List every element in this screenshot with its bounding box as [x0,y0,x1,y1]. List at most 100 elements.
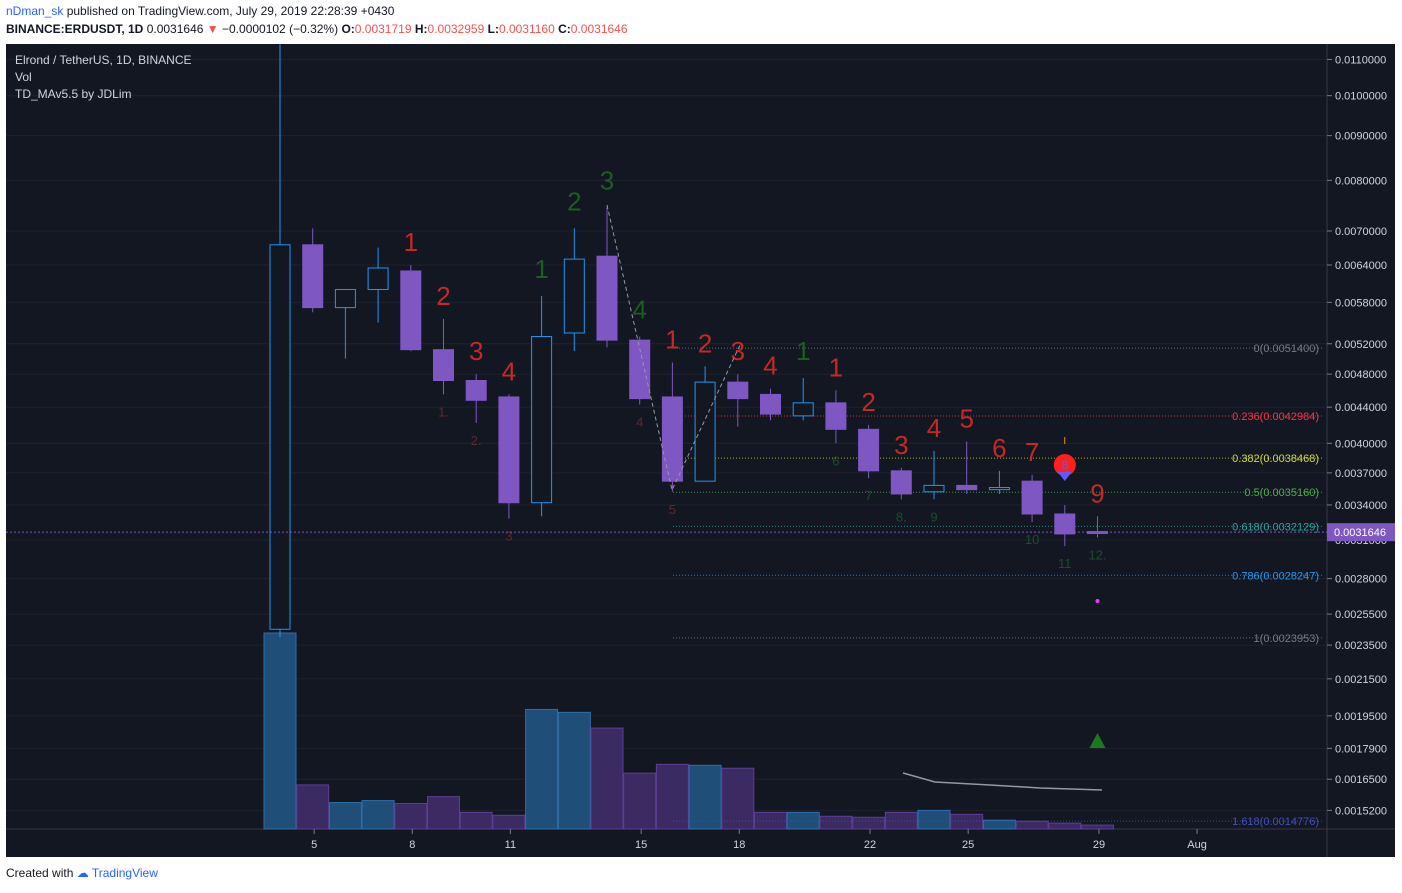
td-setup-count: 4 [636,415,643,430]
price-tick-label: 0.0021500 [1335,674,1387,686]
time-tick-label: 8 [409,839,415,851]
volume-bar [427,796,460,830]
chart-title: Elrond / TetherUS, 1D, BINANCE [15,53,192,67]
price-tick-label: 0.0044000 [1335,402,1387,414]
td-buy-count: 2 [567,186,581,216]
created-with-text: Created with [6,866,74,880]
candle-body [694,381,716,482]
publish-info: nDman_sk published on TradingView.com, J… [6,4,394,18]
volume-bar [655,763,689,830]
td-sell-count: 4 [502,356,516,386]
td-buy-count: 1 [534,254,548,284]
td-sell-count: 4 [763,351,777,381]
fib-level-label: 0.236(0.0042984) [1232,411,1319,423]
td-sell-count: 3 [731,336,745,366]
price-tick-label: 0.0052000 [1335,339,1387,351]
volume-bar [361,800,395,830]
td-buy-count: 3 [600,165,614,195]
time-tick-label: 18 [733,839,745,851]
tradingview-brand[interactable]: TradingView [91,866,158,880]
fib-level-label: 0(0.0051400) [1254,343,1319,355]
candle-body [988,487,1010,491]
high-label: H: [414,22,428,36]
td-sell-count: 2 [698,328,712,358]
author-link[interactable]: nDman_sk [6,4,64,18]
candle-body [661,396,683,482]
price-tick-label: 0.0040000 [1335,438,1387,450]
price-tick-label: 0.0023500 [1335,640,1387,652]
td-setup-count: 1. [438,404,449,419]
td-setup-count: 9 [930,509,937,524]
zigzag-line [606,204,741,492]
candle-body [400,270,422,351]
volume-bar [459,811,493,830]
candle-body [367,267,389,290]
candle-body [302,244,324,309]
price-tick-label: 0.0058000 [1335,297,1387,309]
candle-body [531,336,553,504]
candle-body [629,339,651,400]
td-sell-count: 2 [861,387,875,417]
time-tick-label: 11 [505,839,516,851]
volume-bar [623,772,657,830]
high-value: 0.0032959 [427,22,485,36]
td-setup-count: 2. [471,433,482,448]
candle-body [825,402,847,430]
volume-bar [525,708,559,830]
td-setup-count: 6 [832,453,839,468]
fib-level-label: 0.382(0.0038468) [1232,453,1319,465]
marker-label: 8 [1061,458,1068,472]
candle-body [858,428,880,472]
price-tick-label: 0.0090000 [1335,131,1387,143]
price-tick-label: 0.0015200 [1335,805,1387,817]
volume-bar [721,767,755,830]
price-tick-label: 0.0016500 [1335,774,1387,786]
symbol-label: BINANCE:ERDUSDT, 1D [6,22,144,36]
time-tick-label: 15 [635,839,647,851]
td-setup-count: 10 [1025,532,1039,547]
volume-bar [1048,822,1082,830]
volume-bar [296,784,330,830]
candle-body [563,258,585,334]
candle-body [269,244,291,630]
volume-bar [394,803,428,830]
candle-body [1021,480,1043,515]
td-sell-count: 9 [1090,478,1104,508]
price-tick-label: 0.0034000 [1335,500,1387,512]
candle-body [760,393,781,415]
candle-body [596,255,618,341]
candle-body [792,402,814,417]
td-setup-count: 3 [505,529,512,544]
last-price-badge [1327,523,1395,542]
time-tick-label: 29 [1093,839,1105,851]
time-tick-label: Aug [1187,839,1207,851]
ohlc-line: BINANCE:ERDUSDT, 1D 0.0031646 ▼ −0.00001… [6,22,628,36]
time-tick-label: 25 [962,839,974,851]
volume-bar [917,809,951,830]
candle-body [498,396,520,504]
volume-bar [590,727,624,830]
price-tick-label: 0.0025500 [1335,609,1387,621]
fib-level-label: 0.786(0.0028247) [1232,570,1319,582]
price-tick-label: 0.0019500 [1335,711,1387,723]
footer: Created with ☁ TradingView [6,866,158,880]
volume-bar [819,815,853,830]
low-value: 0.0031160 [498,22,555,36]
volume-bar [557,711,591,830]
buy-triangle-icon [1089,733,1106,748]
close-label: C: [558,22,571,36]
candle-body [433,349,454,382]
td-sell-count: 3 [469,336,483,366]
td-sell-count: 1 [404,227,418,257]
price-tick-label: 0.0070000 [1335,226,1387,238]
price-tick-label: 0.0100000 [1335,91,1387,103]
open-label: O: [341,22,355,36]
price-tick-label: 0.0048000 [1335,369,1387,381]
volume-legend: Vol [15,70,32,84]
candle-body [1054,513,1076,535]
low-label: L: [487,22,499,36]
last-price: 0.0031646 [146,22,204,36]
price-change: −0.0000102 (−0.32%) [222,22,339,36]
td-sell-count: 6 [992,433,1006,463]
